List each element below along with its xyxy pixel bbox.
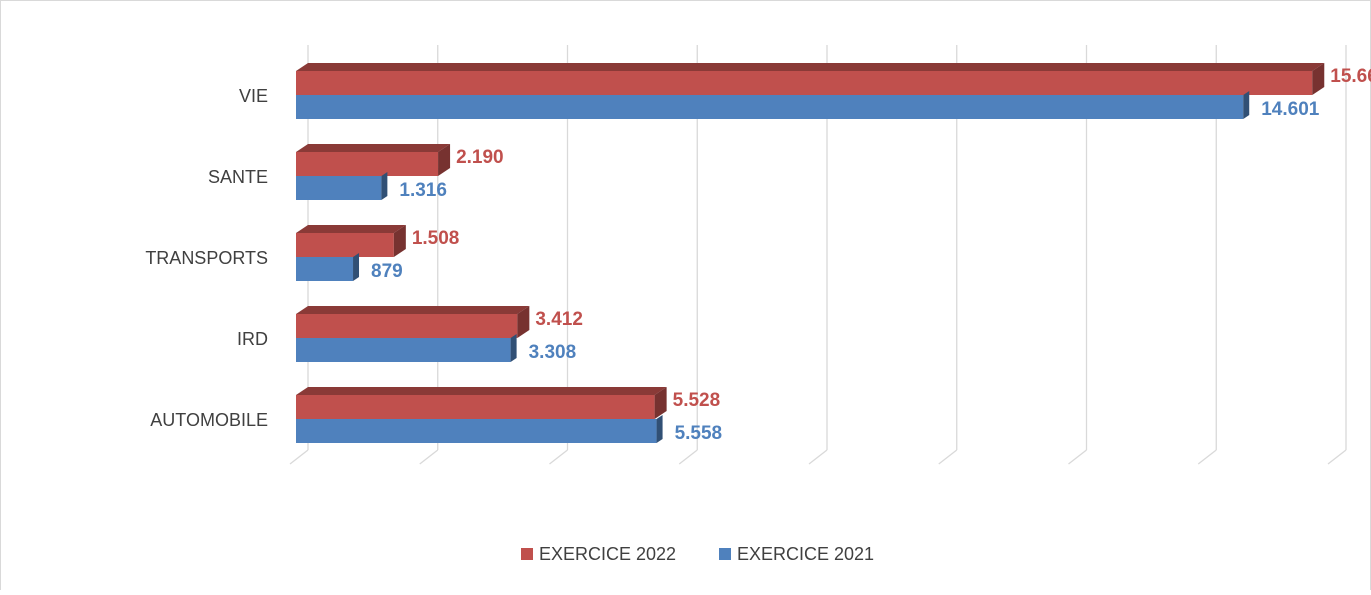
category-label: TRANSPORTS xyxy=(145,248,268,268)
gridline-floor xyxy=(549,449,568,465)
category-label: IRD xyxy=(237,329,268,349)
data-label: 5.558 xyxy=(675,423,723,444)
data-label: 3.308 xyxy=(529,342,577,363)
legend-label: EXERCICE 2022 xyxy=(539,544,676,564)
gridline-floor xyxy=(1068,449,1087,465)
gridline-floor xyxy=(808,449,828,465)
data-label: 5.528 xyxy=(673,390,721,411)
data-label: 14.601 xyxy=(1261,99,1320,120)
data-label: 879 xyxy=(371,261,403,282)
data-label: 1.508 xyxy=(412,228,460,249)
data-labels: 5.528 5.558 3.412 3.308 1.508 879 2.190 1.316 15… xyxy=(371,66,1371,444)
gridline-floor xyxy=(289,449,309,465)
legend: EXERCICE 2022 EXERCICE 2021 xyxy=(521,544,874,564)
bar xyxy=(296,415,663,443)
gridline-floor xyxy=(938,449,958,465)
data-label: 3.412 xyxy=(535,309,583,330)
bar xyxy=(296,387,667,419)
bar xyxy=(296,225,406,257)
legend-item: EXERCICE 2022 xyxy=(521,544,676,564)
category-label: AUTOMOBILE xyxy=(150,410,268,430)
gridline-floor xyxy=(1197,449,1217,465)
gridline-floor xyxy=(419,449,439,465)
bar xyxy=(296,172,388,200)
data-label: 1.316 xyxy=(399,180,447,201)
bar xyxy=(296,334,517,362)
bar xyxy=(296,144,451,176)
gridline-floor xyxy=(1327,449,1347,465)
bar xyxy=(296,63,1325,95)
category-label: SANTE xyxy=(208,167,268,187)
legend-swatch xyxy=(719,548,731,560)
legend-swatch xyxy=(521,548,533,560)
legend-label: EXERCICE 2021 xyxy=(737,544,874,564)
gridline-floor xyxy=(678,449,698,465)
data-label: 15.665 xyxy=(1330,66,1371,87)
bar xyxy=(296,91,1250,119)
legend-item: EXERCICE 2021 xyxy=(719,544,874,564)
bars xyxy=(296,63,1325,443)
category-labels: AUTOMOBILE IRD TRANSPORTS SANTE VIE xyxy=(145,86,268,430)
bar xyxy=(296,253,360,281)
bar xyxy=(296,306,530,338)
category-label: VIE xyxy=(239,86,268,106)
data-label: 2.190 xyxy=(456,147,504,168)
